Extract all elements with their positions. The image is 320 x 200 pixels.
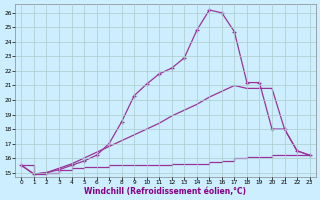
X-axis label: Windchill (Refroidissement éolien,°C): Windchill (Refroidissement éolien,°C) bbox=[84, 187, 246, 196]
